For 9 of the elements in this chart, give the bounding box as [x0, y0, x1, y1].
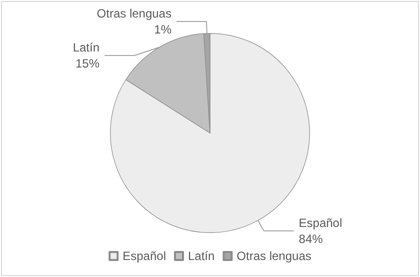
- slice-label: Otras lenguas: [96, 6, 172, 20]
- legend-label: Otras lenguas: [236, 249, 312, 263]
- legend-label: Español: [122, 249, 166, 263]
- slice-label: Español: [298, 216, 342, 230]
- slice-label: Latín: [72, 40, 100, 54]
- data-label: 1%: [154, 22, 172, 36]
- legend-label: Latín: [188, 249, 215, 263]
- data-label: 84%: [298, 232, 324, 246]
- data-label: 15%: [76, 56, 100, 70]
